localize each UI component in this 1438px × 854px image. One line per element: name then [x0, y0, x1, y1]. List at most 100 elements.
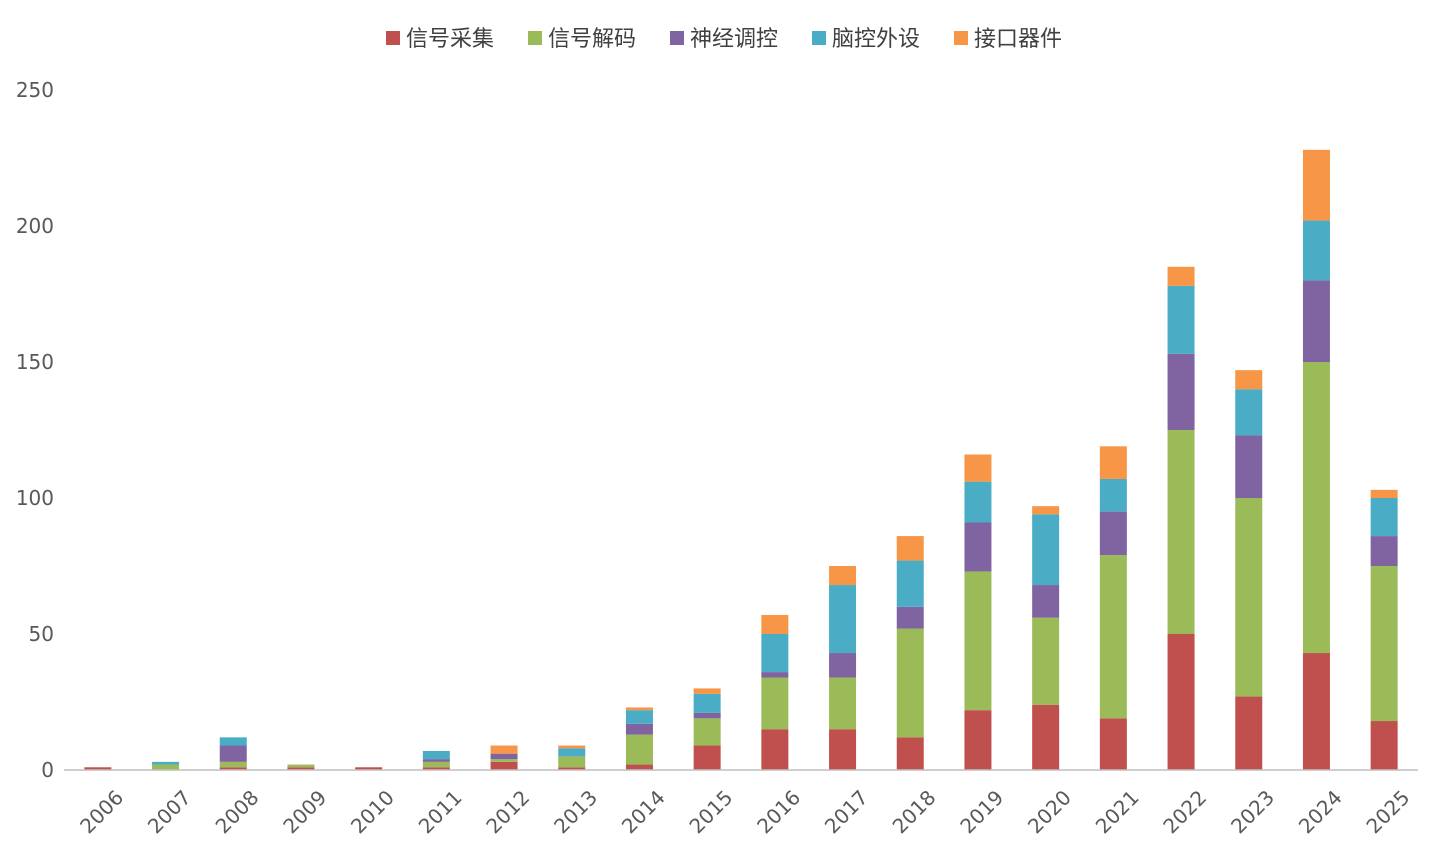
bar-segment-2019-5 — [964, 454, 991, 481]
bar-stack-2023 — [1235, 370, 1262, 770]
legend-swatch — [528, 31, 542, 45]
bar-segment-2014-4 — [626, 710, 653, 724]
bar-segment-2012-5 — [491, 746, 518, 754]
bar-stack-2008 — [220, 737, 247, 770]
bar-segment-2019-2 — [964, 571, 991, 710]
y-tick-label: 100 — [16, 486, 54, 510]
bar-segment-2008-3 — [220, 746, 247, 762]
bar-segment-2020-2 — [1032, 618, 1059, 705]
bar-segment-2017-3 — [829, 653, 856, 677]
bar-segment-2009-2 — [287, 765, 314, 768]
bar-segment-2025-1 — [1371, 721, 1398, 770]
bar-segment-2023-4 — [1235, 389, 1262, 435]
bar-segment-2012-1 — [491, 762, 518, 770]
y-tick-label: 0 — [41, 758, 54, 782]
bar-segment-2021-5 — [1100, 446, 1127, 479]
bar-segment-2025-5 — [1371, 490, 1398, 498]
legend-label: 信号解码 — [548, 27, 636, 52]
bar-segment-2011-4 — [423, 751, 450, 759]
x-tick-label: 2012 — [481, 785, 534, 838]
legend-swatch — [670, 31, 684, 45]
bar-segment-2007-2 — [152, 765, 179, 770]
bar-segment-2015-1 — [694, 746, 721, 770]
x-tick-label: 2011 — [414, 785, 467, 838]
bar-segment-2024-4 — [1303, 221, 1330, 281]
bar-segment-2020-3 — [1032, 585, 1059, 618]
bar-segment-2014-1 — [626, 765, 653, 770]
bar-segment-2016-1 — [761, 729, 788, 770]
x-tick-label: 2020 — [1023, 785, 1076, 838]
bar-stack-2021 — [1100, 446, 1127, 770]
bar-segment-2015-3 — [694, 713, 721, 718]
bar-segment-2022-5 — [1168, 267, 1195, 286]
bar-segment-2014-5 — [626, 707, 653, 710]
bar-segment-2016-5 — [761, 615, 788, 634]
bar-segment-2008-2 — [220, 762, 247, 767]
bar-segment-2019-4 — [964, 482, 991, 523]
bar-segment-2013-4 — [558, 748, 585, 756]
bar-segment-2024-1 — [1303, 653, 1330, 770]
bar-segment-2016-4 — [761, 634, 788, 672]
x-tick-label: 2007 — [143, 785, 196, 838]
bar-segment-2017-1 — [829, 729, 856, 770]
bar-stack-2009 — [287, 765, 314, 770]
bar-segment-2022-3 — [1168, 354, 1195, 430]
x-tick-label: 2024 — [1294, 785, 1347, 838]
x-tick-label: 2013 — [549, 785, 602, 838]
bar-stack-2017 — [829, 566, 856, 770]
x-tick-label: 2014 — [617, 785, 670, 838]
x-tick-label: 2009 — [278, 785, 331, 838]
bar-segment-2018-4 — [897, 561, 924, 607]
legend-swatch — [386, 31, 400, 45]
bar-segment-2017-5 — [829, 566, 856, 585]
legend-swatch — [954, 31, 968, 45]
bar-segment-2013-2 — [558, 756, 585, 767]
bar-segment-2021-3 — [1100, 512, 1127, 556]
y-tick-label: 150 — [16, 350, 54, 374]
bar-segment-2014-2 — [626, 735, 653, 765]
bar-segment-2015-5 — [694, 688, 721, 693]
bar-segment-2016-2 — [761, 678, 788, 730]
bar-segment-2015-4 — [694, 694, 721, 713]
bar-segment-2007-4 — [152, 762, 179, 765]
bar-segment-2022-2 — [1168, 430, 1195, 634]
x-tick-label: 2006 — [75, 785, 128, 838]
x-tick-label: 2017 — [820, 785, 873, 838]
bar-segment-2023-5 — [1235, 370, 1262, 389]
bar-stack-2015 — [694, 688, 721, 770]
bar-stack-2011 — [423, 751, 450, 770]
x-tick-label: 2018 — [888, 785, 941, 838]
bar-segment-2023-1 — [1235, 697, 1262, 770]
x-tick-label: 2021 — [1091, 785, 1144, 838]
bar-stack-2016 — [761, 615, 788, 770]
bars — [84, 150, 1397, 770]
bar-segment-2018-2 — [897, 629, 924, 738]
bar-segment-2019-1 — [964, 710, 991, 770]
bar-segment-2025-4 — [1371, 498, 1398, 536]
legend-label: 神经调控 — [690, 27, 778, 52]
x-tick-label: 2019 — [955, 785, 1008, 838]
bar-segment-2020-5 — [1032, 506, 1059, 514]
bar-segment-2019-3 — [964, 522, 991, 571]
x-tick-label: 2008 — [211, 785, 264, 838]
bar-stack-2019 — [964, 454, 991, 770]
bar-segment-2011-3 — [423, 759, 450, 762]
bar-segment-2025-2 — [1371, 566, 1398, 721]
bar-stack-2018 — [897, 536, 924, 770]
x-tick-label: 2023 — [1226, 785, 1279, 838]
bar-segment-2017-2 — [829, 678, 856, 730]
y-tick-label: 50 — [29, 622, 54, 646]
legend-label: 接口器件 — [974, 27, 1062, 52]
bar-segment-2015-2 — [694, 718, 721, 745]
bar-segment-2024-3 — [1303, 280, 1330, 362]
bar-segment-2020-4 — [1032, 514, 1059, 585]
bar-segment-2017-4 — [829, 585, 856, 653]
x-tick-label: 2025 — [1361, 785, 1414, 838]
bar-segment-2018-1 — [897, 737, 924, 770]
bar-segment-2012-3 — [491, 754, 518, 759]
legend-label: 信号采集 — [406, 27, 494, 52]
bar-segment-2014-3 — [626, 724, 653, 735]
bar-segment-2021-4 — [1100, 479, 1127, 512]
legend-label: 脑控外设 — [832, 27, 920, 52]
